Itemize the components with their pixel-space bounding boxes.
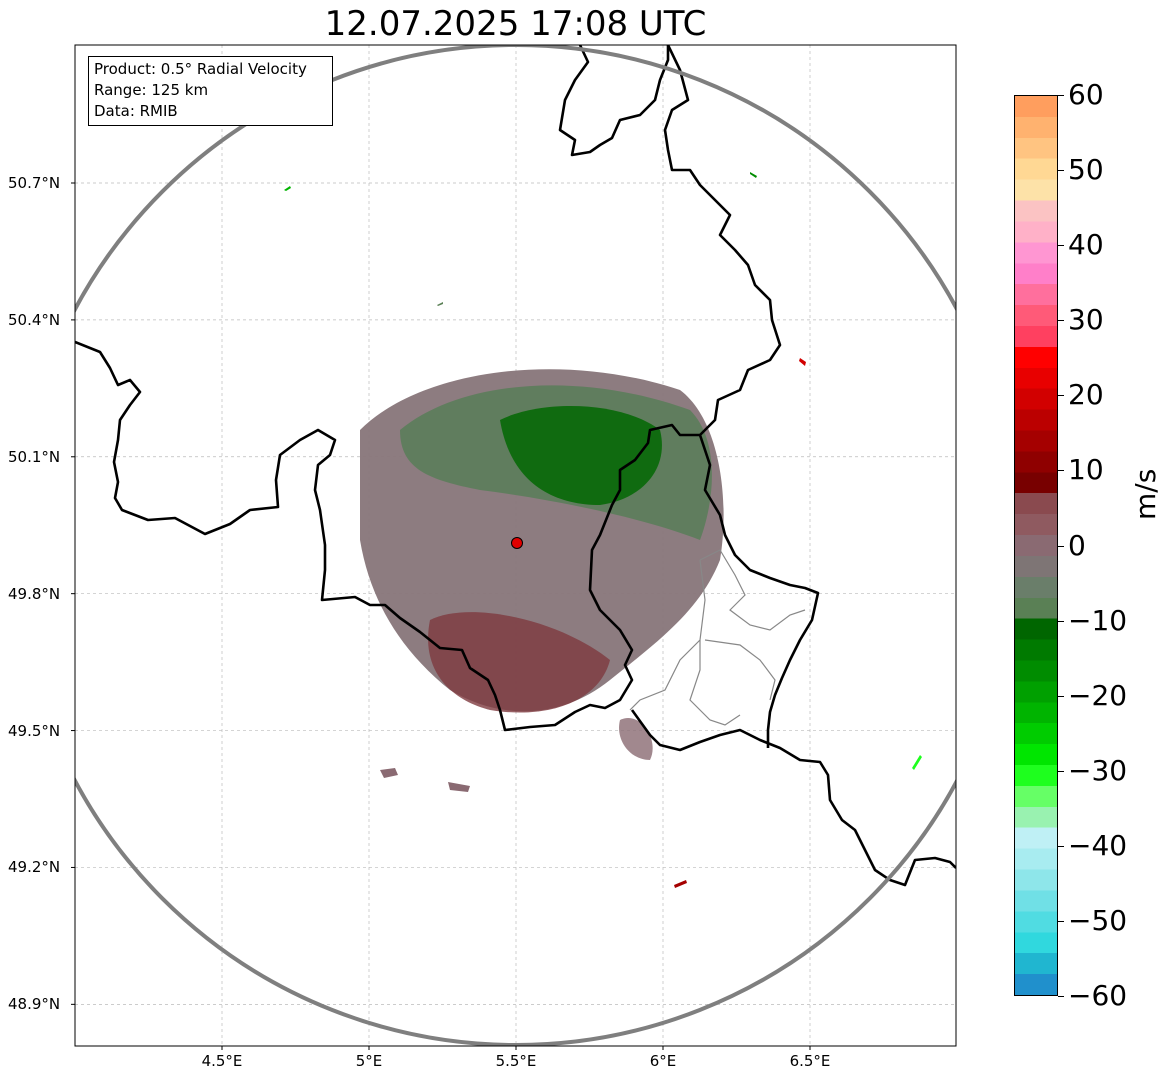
colorbar-tick-label: 60 [1068,78,1104,111]
colorbar-tick-mark [1058,320,1064,322]
y-tick-label: 50.1°N [8,447,61,466]
info-data-source: Data: RMIB [94,102,178,120]
colorbar-tick-mark [1058,470,1064,472]
y-tick-label: 50.4°N [8,310,61,329]
range-ring [75,45,956,1046]
colorbar-tick-mark [1058,920,1064,922]
colorbar-tick-label: −60 [1068,979,1128,1012]
x-tick-label: 6.5°E [789,1052,831,1070]
province-boundaries [629,549,806,726]
colorbar-tick-label: −30 [1068,753,1128,787]
info-range: Range: 125 km [94,81,209,99]
colorbar-tick-label: −10 [1068,603,1128,637]
colorbar-tick-mark [1058,170,1064,172]
colorbar-tick-label: −40 [1068,828,1128,862]
colorbar-tick-label: 40 [1068,228,1104,262]
colorbar-tick-mark [1058,620,1064,622]
colorbar-tick-mark [1058,996,1064,997]
colorbar-tick-mark [1058,845,1064,847]
colorbar-tick-mark [1058,245,1064,247]
y-tick-label: 49.2°N [8,858,61,877]
y-tick-label: 48.9°N [8,995,61,1014]
colorbar-tick-mark [1058,395,1064,397]
x-tick-label: 4.5°E [201,1052,243,1070]
colorbar-tick-mark [1058,95,1064,96]
colorbar-tick-mark [1058,770,1064,772]
colorbar-tick-label: 0 [1068,528,1086,562]
y-tick-label: 49.5°N [8,721,61,740]
info-box: Product: 0.5° Radial Velocity Range: 125… [88,56,333,126]
colorbar-tick-mark [1058,545,1064,547]
colorbar-tick-label: 10 [1068,453,1104,487]
colorbar-unit: m/s [1129,468,1162,520]
y-tick-label: 49.8°N [8,584,61,603]
colorbar-tick-label: −50 [1068,903,1128,937]
colorbar-tick-label: −20 [1068,678,1128,712]
velocity-colorbar [1014,95,1058,996]
colorbar-tick-label: 20 [1068,378,1104,412]
radar-site-marker [511,537,523,549]
colorbar-tick-label: 30 [1068,303,1104,337]
y-tick-label: 50.7°N [8,174,61,192]
x-tick-label: 5.5°E [495,1052,537,1070]
info-product: Product: 0.5° Radial Velocity [94,60,307,78]
colorbar-tick-label: 50 [1068,153,1104,187]
axis-ticks [71,182,811,1050]
x-tick-label: 6°E [649,1052,677,1070]
country-borders [75,45,956,887]
colorbar-tick-mark [1058,695,1064,697]
map-title: 12.07.2025 17:08 UTC [324,4,707,44]
velocity-echoes [284,172,922,888]
x-tick-label: 5°E [355,1052,383,1070]
